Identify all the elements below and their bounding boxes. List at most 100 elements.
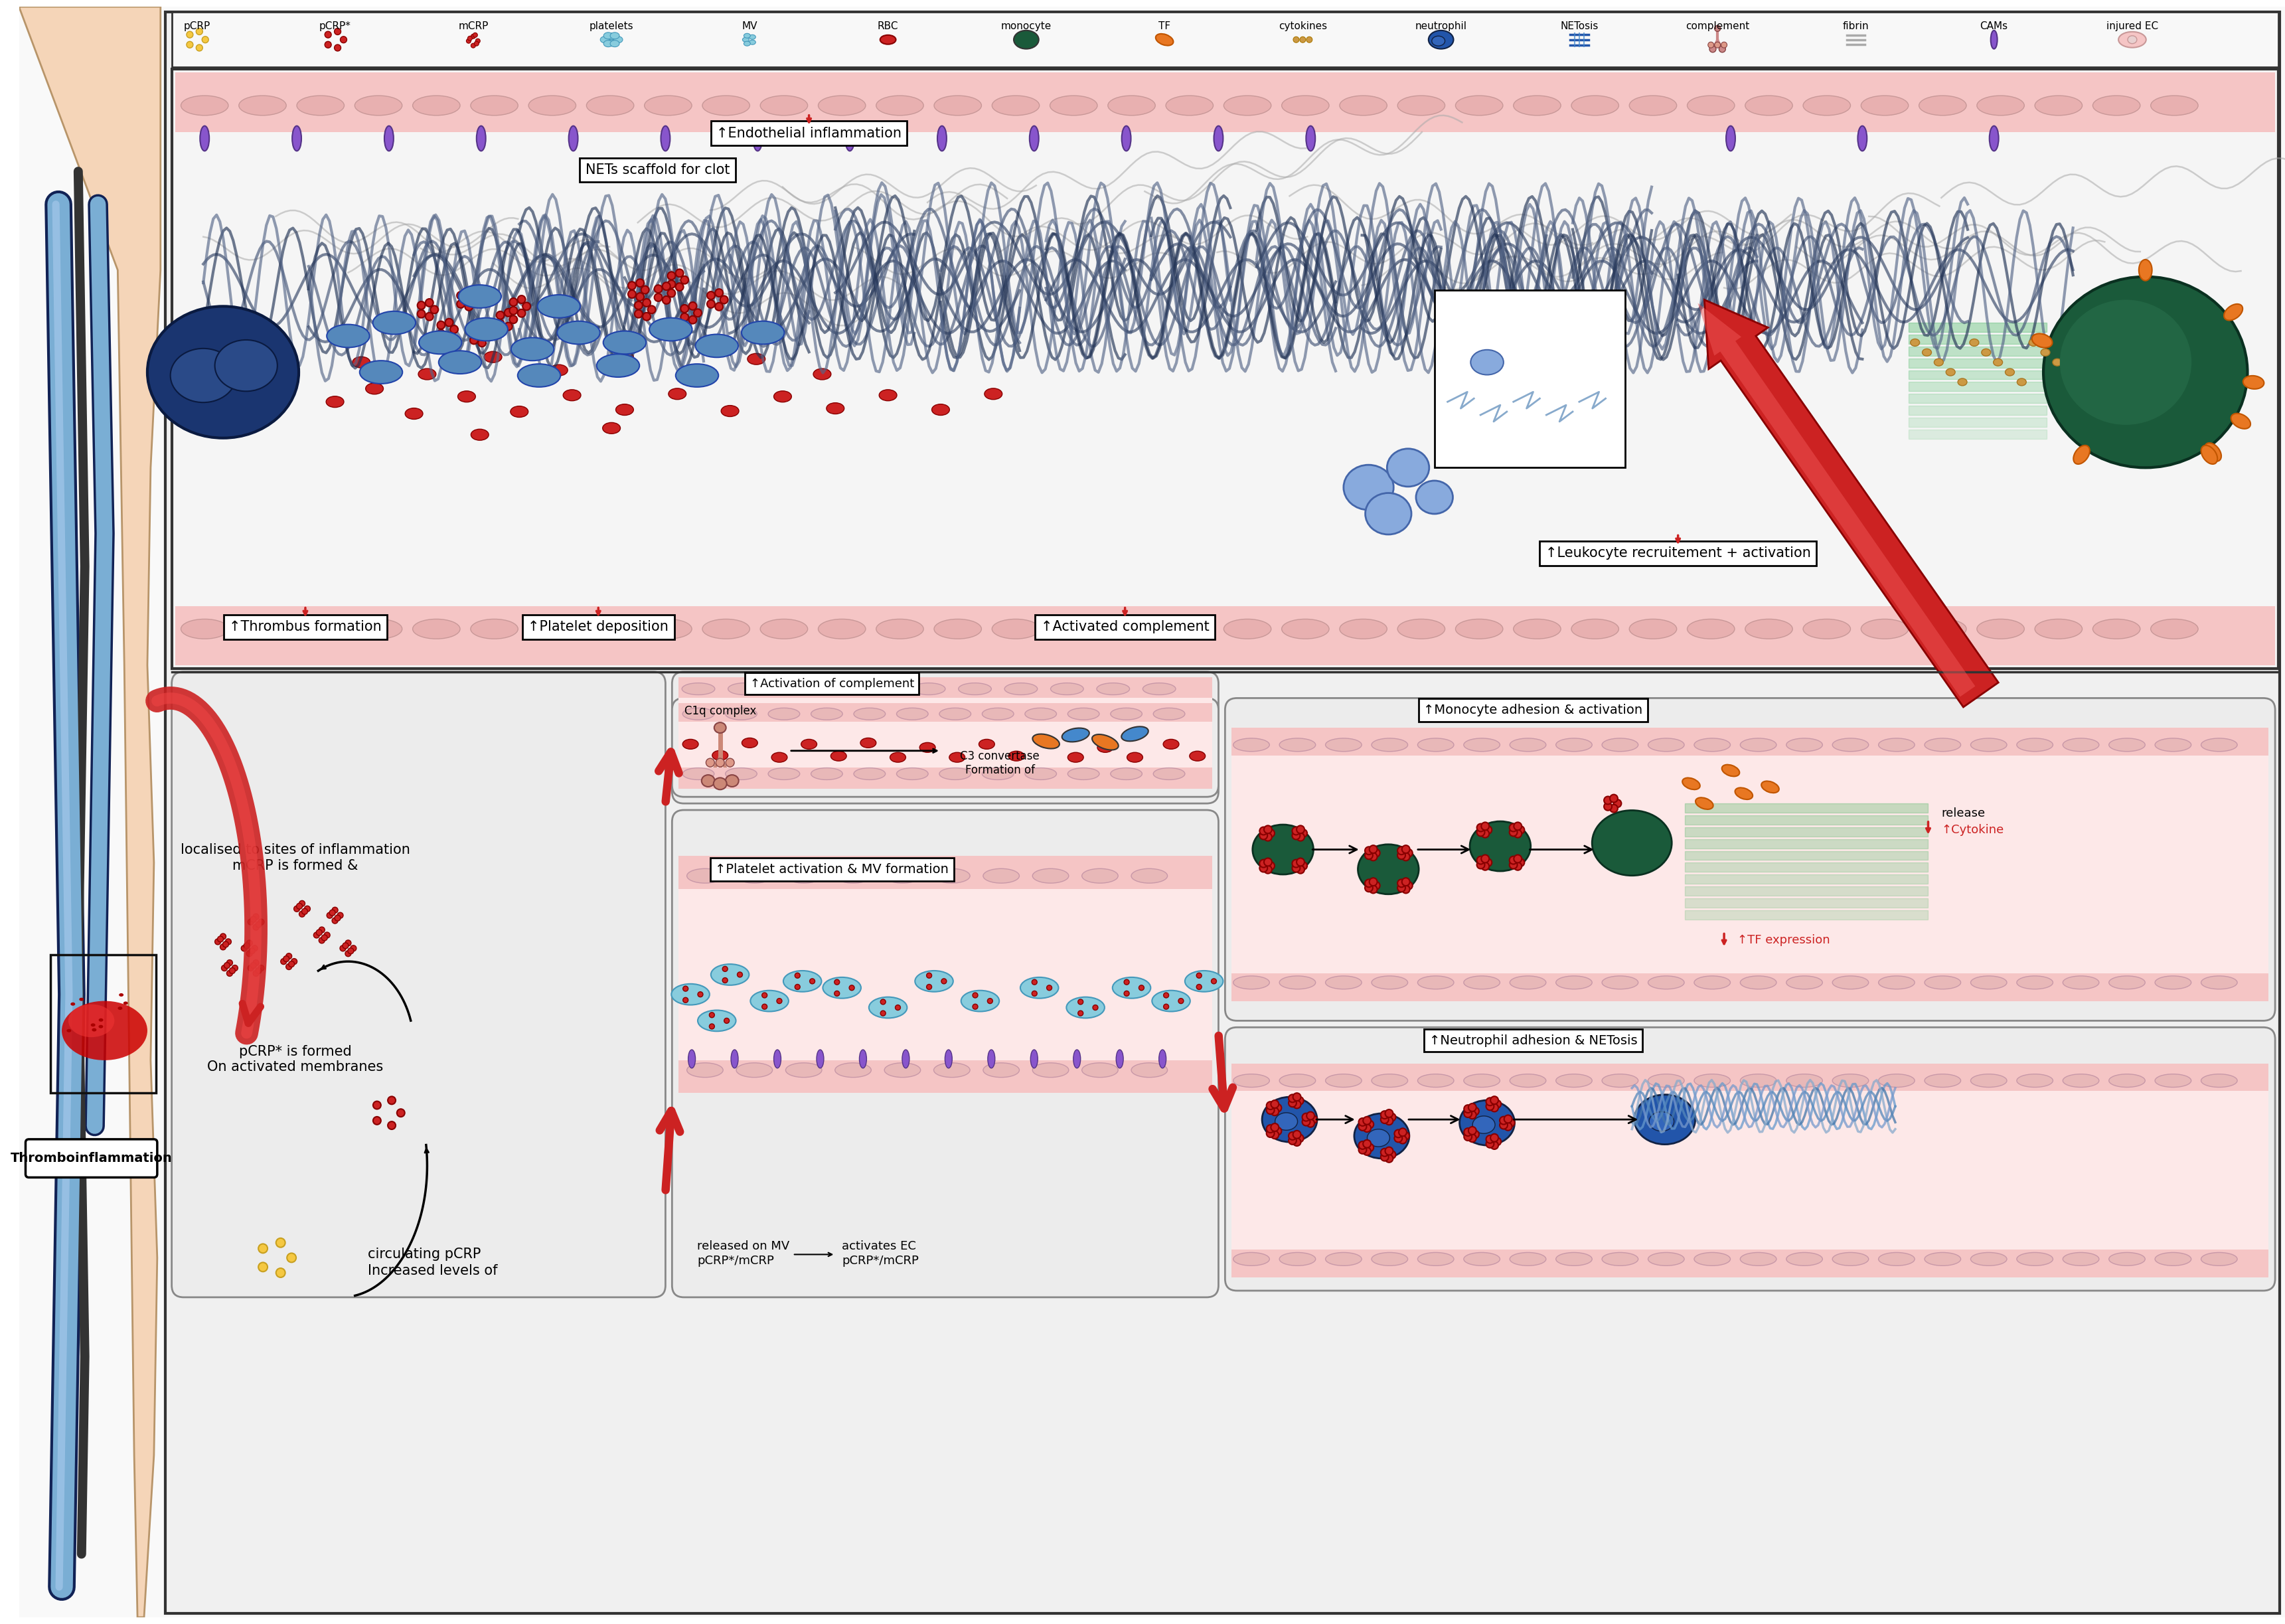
Ellipse shape (1469, 1103, 1476, 1111)
Ellipse shape (1296, 1134, 1302, 1142)
Ellipse shape (457, 391, 475, 403)
Ellipse shape (914, 971, 953, 992)
Text: ↑Platelet deposition: ↑Platelet deposition (528, 620, 670, 633)
Ellipse shape (681, 367, 699, 378)
Ellipse shape (222, 942, 229, 947)
Ellipse shape (1296, 1096, 1302, 1104)
FancyBboxPatch shape (171, 672, 665, 1298)
Ellipse shape (258, 965, 265, 971)
Ellipse shape (889, 752, 905, 762)
Ellipse shape (1033, 734, 1060, 749)
Ellipse shape (2041, 349, 2050, 356)
Ellipse shape (1364, 883, 1373, 892)
Ellipse shape (505, 309, 512, 317)
Ellipse shape (720, 296, 729, 304)
Ellipse shape (1492, 1099, 1501, 1108)
Ellipse shape (1970, 976, 2006, 989)
Ellipse shape (384, 127, 393, 151)
Ellipse shape (256, 968, 260, 974)
Ellipse shape (414, 619, 459, 638)
Ellipse shape (1293, 37, 1300, 42)
Ellipse shape (466, 39, 471, 44)
Ellipse shape (1079, 1010, 1083, 1017)
Ellipse shape (1611, 804, 1618, 812)
Ellipse shape (761, 992, 768, 997)
Ellipse shape (2109, 1073, 2146, 1086)
Ellipse shape (1469, 1127, 1476, 1135)
Ellipse shape (181, 619, 229, 638)
Ellipse shape (1344, 464, 1394, 510)
Ellipse shape (603, 41, 612, 47)
Ellipse shape (436, 330, 446, 338)
Bar (679, 768, 1211, 789)
Ellipse shape (327, 325, 370, 348)
Ellipse shape (1325, 1252, 1362, 1265)
Ellipse shape (1970, 1073, 2006, 1086)
Ellipse shape (1033, 979, 1037, 984)
Ellipse shape (1734, 788, 1753, 799)
Ellipse shape (1472, 1116, 1494, 1134)
Ellipse shape (2063, 1252, 2100, 1265)
Ellipse shape (1360, 1117, 1366, 1125)
Ellipse shape (1339, 96, 1387, 115)
Ellipse shape (1417, 1252, 1453, 1265)
Ellipse shape (754, 127, 763, 151)
Ellipse shape (745, 34, 749, 37)
Ellipse shape (1611, 794, 1618, 802)
Ellipse shape (1049, 619, 1097, 638)
Ellipse shape (482, 331, 491, 339)
Ellipse shape (1138, 986, 1145, 991)
Ellipse shape (713, 750, 729, 760)
Ellipse shape (1556, 1252, 1593, 1265)
Ellipse shape (1369, 844, 1378, 853)
Ellipse shape (957, 770, 992, 781)
Text: ↑Monocyte adhesion & activation: ↑Monocyte adhesion & activation (1424, 703, 1643, 716)
Ellipse shape (587, 96, 633, 115)
Ellipse shape (1197, 973, 1202, 978)
Ellipse shape (425, 299, 434, 307)
Ellipse shape (1490, 1104, 1499, 1112)
Ellipse shape (2063, 976, 2100, 989)
Ellipse shape (603, 331, 647, 354)
Ellipse shape (1515, 822, 1522, 830)
Text: pCRP*/mCRP: pCRP*/mCRP (697, 1255, 775, 1267)
Ellipse shape (251, 945, 258, 952)
Ellipse shape (446, 318, 452, 326)
Ellipse shape (1417, 1073, 1453, 1086)
FancyBboxPatch shape (1225, 698, 2276, 1021)
Ellipse shape (1403, 885, 1410, 893)
Ellipse shape (1472, 349, 1504, 375)
Ellipse shape (1049, 96, 1097, 115)
Ellipse shape (1485, 1103, 1494, 1111)
Ellipse shape (1108, 96, 1156, 115)
Ellipse shape (254, 914, 258, 919)
Ellipse shape (459, 284, 500, 309)
Ellipse shape (855, 708, 884, 719)
Ellipse shape (937, 127, 946, 151)
Ellipse shape (1707, 42, 1714, 47)
Ellipse shape (1682, 778, 1700, 789)
Ellipse shape (2052, 359, 2061, 365)
Ellipse shape (1714, 26, 1721, 31)
Ellipse shape (2077, 378, 2086, 385)
Ellipse shape (2155, 1252, 2191, 1265)
Text: MV: MV (743, 21, 759, 31)
Ellipse shape (1465, 1252, 1499, 1265)
Ellipse shape (896, 708, 928, 719)
Ellipse shape (1280, 1252, 1316, 1265)
Ellipse shape (2109, 739, 2146, 752)
Ellipse shape (1634, 1095, 1695, 1145)
Ellipse shape (1604, 796, 1611, 804)
Ellipse shape (683, 986, 688, 991)
Ellipse shape (2150, 619, 2198, 638)
Ellipse shape (2031, 333, 2052, 348)
Ellipse shape (1259, 831, 1268, 840)
Ellipse shape (1369, 885, 1378, 893)
Ellipse shape (471, 328, 478, 336)
Ellipse shape (1033, 991, 1037, 996)
Ellipse shape (761, 96, 807, 115)
Ellipse shape (775, 770, 807, 781)
Ellipse shape (244, 942, 249, 948)
Ellipse shape (1033, 869, 1069, 883)
Ellipse shape (1131, 1062, 1168, 1077)
